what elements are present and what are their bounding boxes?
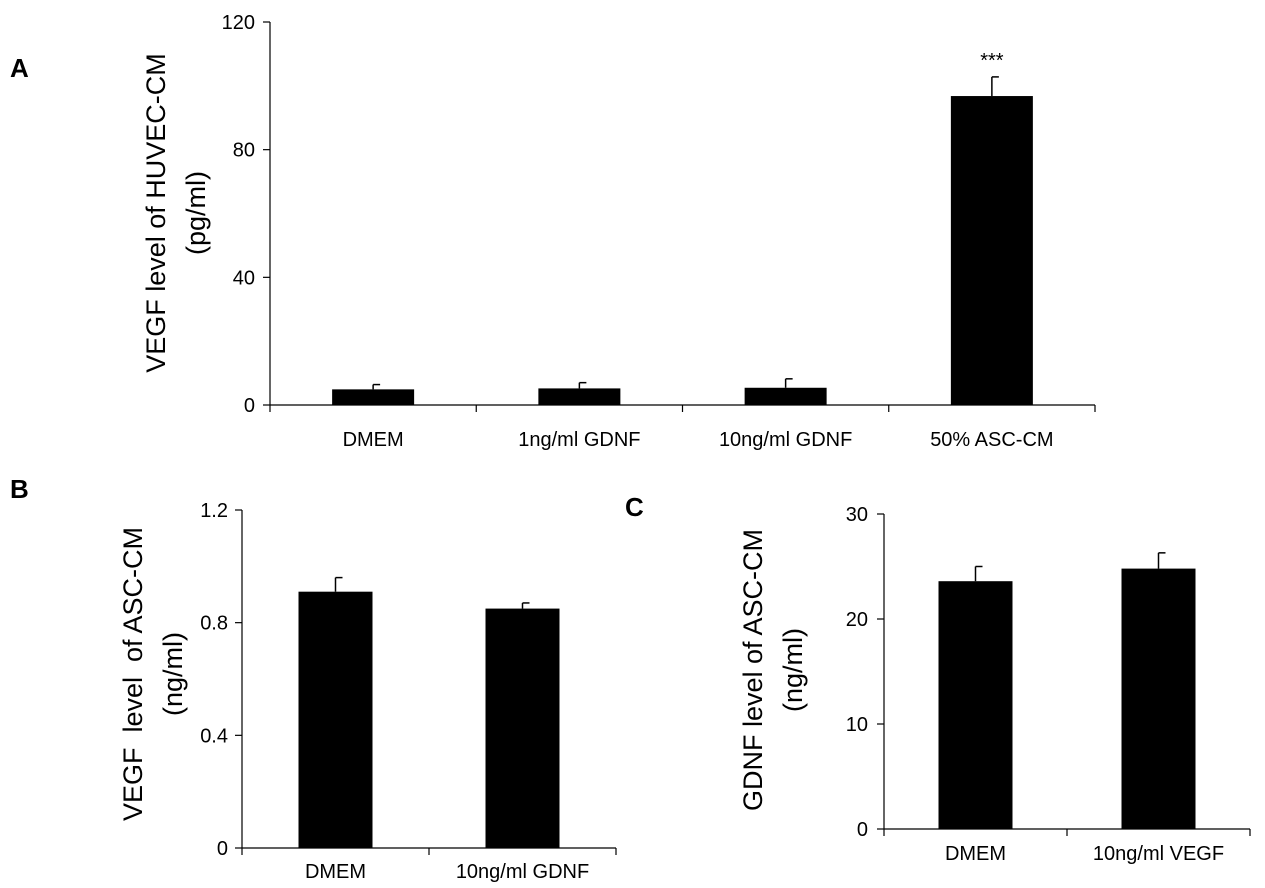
panel-b-chart: 0 0.4 0.8 1.2 DMEM 10ng/ml GDNF VEGF level of … xyxy=(118,500,617,883)
panel-c-chart: 0 10 20 30 DMEM 10ng/ml VEGF GDNF level of ASC… xyxy=(738,504,1251,865)
panel-c-category-label: DMEM xyxy=(945,843,1006,865)
panel-b-y-tick-label: 0.4 xyxy=(200,725,228,747)
panel-c-y-axis-title: (ng/ml) xyxy=(778,628,808,712)
panel-a-bar xyxy=(744,387,827,405)
panel-letter-a: A xyxy=(10,53,29,83)
panel-a-category-label: DMEM xyxy=(343,429,404,451)
panel-a-y-tick-label: 0 xyxy=(244,395,255,417)
panel-a-bar xyxy=(950,96,1033,406)
panel-c-y-tick-label: 20 xyxy=(846,609,868,631)
panel-a-chart: 0 40 80 120 DMEM 1ng/ml GDNF 10ng/ml GDNF 50% A… xyxy=(141,12,1096,451)
panel-b-category-label: DMEM xyxy=(305,861,366,883)
panel-a-category-label: 50% ASC-CM xyxy=(930,429,1053,451)
panel-c-y-axis-title: GDNF level of ASC-CM xyxy=(738,529,768,811)
panel-c-y-tick-label: 10 xyxy=(846,714,868,736)
panel-a-category-label: 10ng/ml GDNF xyxy=(719,429,852,451)
panel-c-y-tick-label: 30 xyxy=(846,504,868,526)
panel-c-category-label: 10ng/ml VEGF xyxy=(1093,843,1224,865)
panel-c-bar xyxy=(938,581,1013,829)
panel-b-y-tick-label: 0.8 xyxy=(200,613,228,635)
panel-a-y-axis-title: VEGF level of HUVEC-CM xyxy=(141,53,171,373)
panel-b-bar xyxy=(298,591,373,848)
panel-b-y-axis-title: VEGF level of ASC-CM xyxy=(118,527,148,821)
panel-b-bar xyxy=(485,608,560,848)
panel-letter-b: B xyxy=(10,474,29,504)
panel-c-y-tick-label: 0 xyxy=(857,819,868,841)
panel-a-y-tick-label: 120 xyxy=(222,12,255,34)
panel-a-y-axis-title: (pg/ml) xyxy=(181,171,211,255)
panel-b-y-axis-title: (ng/ml) xyxy=(158,632,188,716)
panel-b-y-tick-label: 0 xyxy=(217,838,228,860)
panel-b-category-label: 10ng/ml GDNF xyxy=(456,861,589,883)
panel-a-y-tick-label: 40 xyxy=(233,267,255,289)
panel-c-bar xyxy=(1121,568,1196,829)
panel-a-bar xyxy=(332,389,415,405)
panel-a-bar xyxy=(538,388,621,405)
panel-a-y-tick-label: 80 xyxy=(233,140,255,162)
panel-a-significance-label: *** xyxy=(980,50,1004,72)
panel-a-category-label: 1ng/ml GDNF xyxy=(518,429,640,451)
panel-letter-c: C xyxy=(625,492,644,522)
panel-b-y-tick-label: 1.2 xyxy=(200,500,228,522)
